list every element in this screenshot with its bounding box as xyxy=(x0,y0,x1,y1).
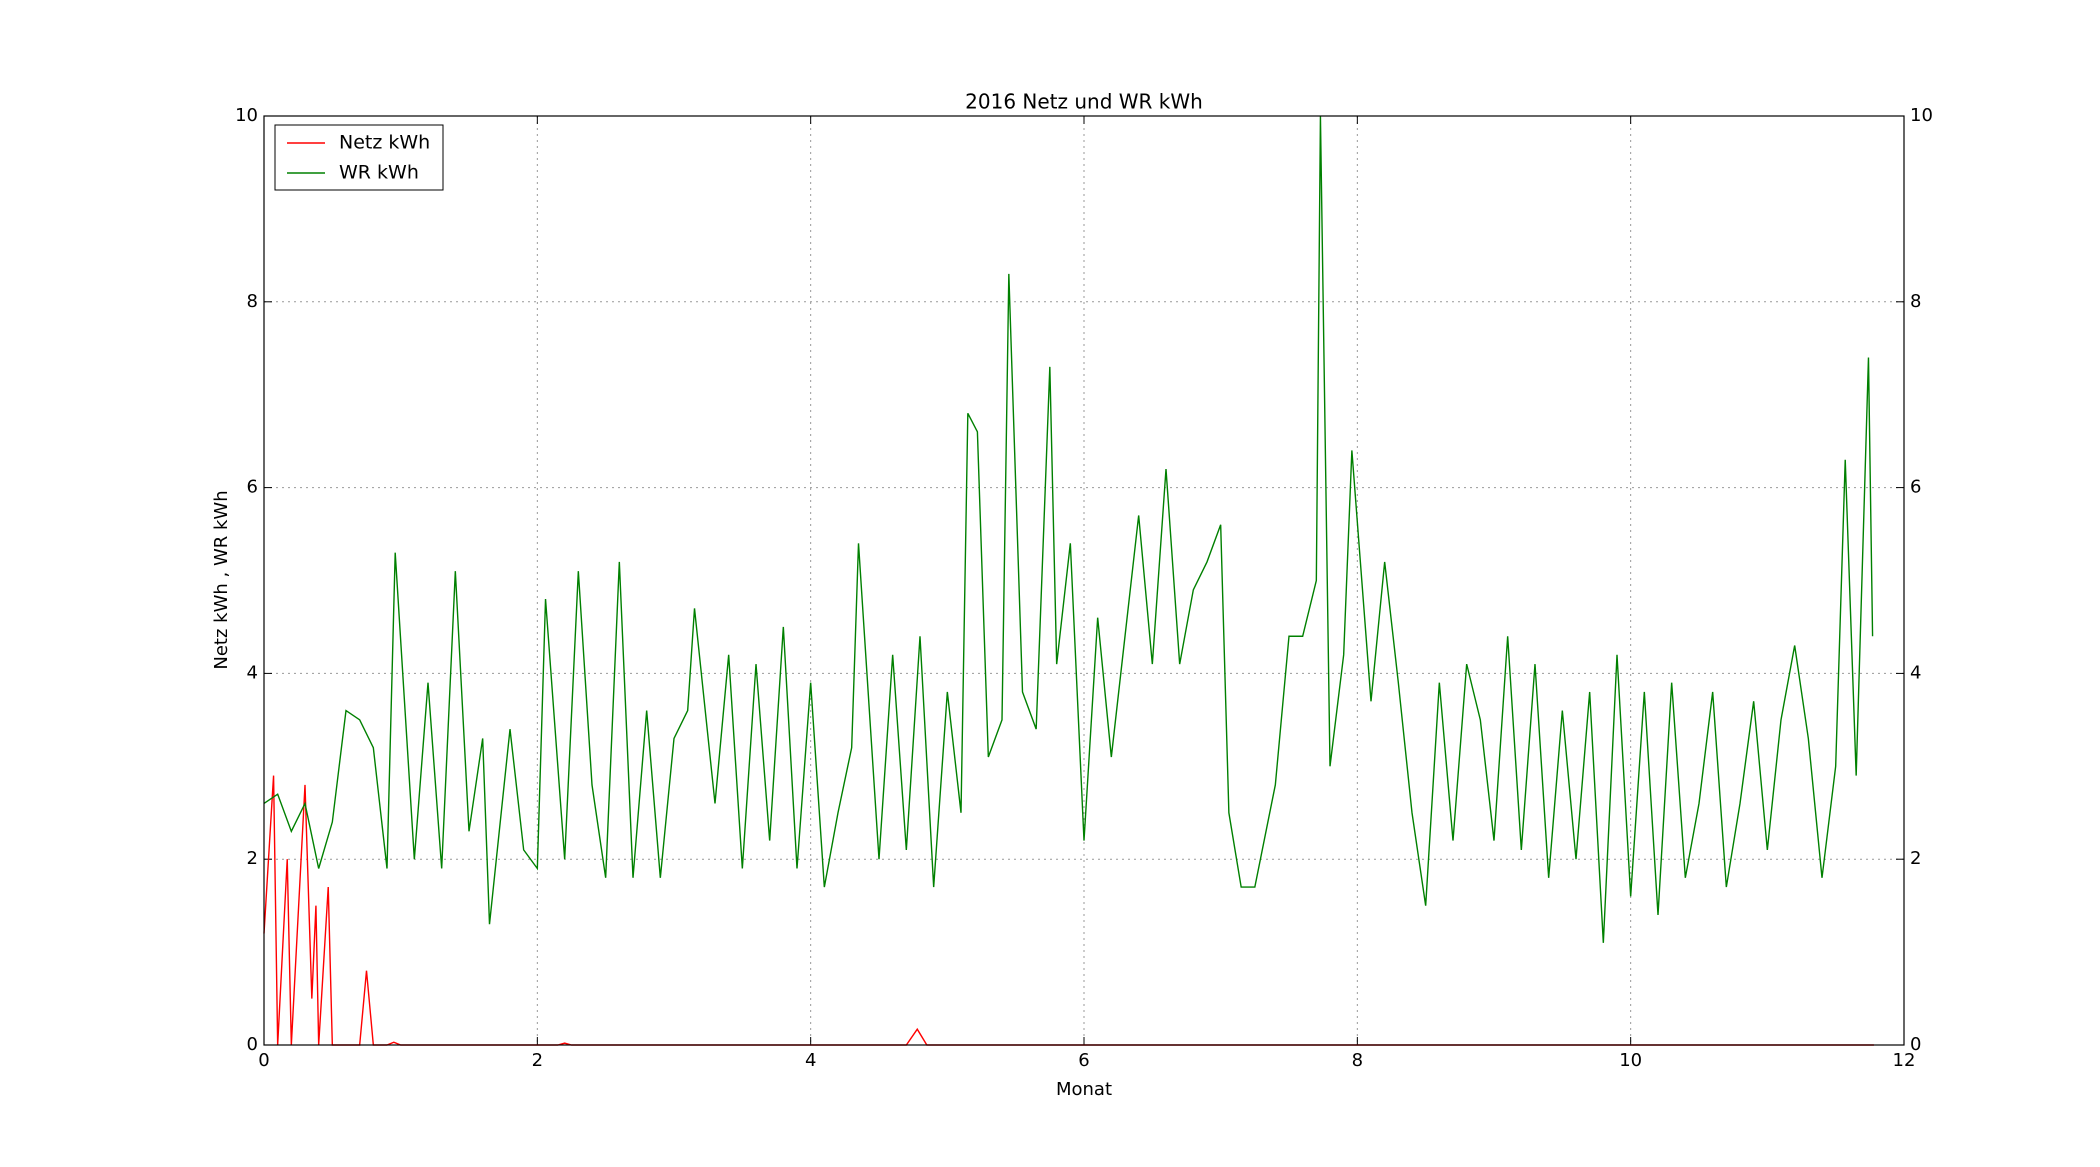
y2-tick-label: 8 xyxy=(1910,291,1921,312)
x-tick-label: 8 xyxy=(1352,1050,1363,1071)
y-tick-label: 0 xyxy=(247,1034,258,1055)
y2-tick-label: 0 xyxy=(1910,1034,1921,1055)
data-line xyxy=(263,115,1874,943)
y2-tick-label: 10 xyxy=(1910,105,1933,126)
y2-tick-label: 2 xyxy=(1910,848,1921,869)
x-tick-label: 12 xyxy=(1893,1050,1916,1071)
y-tick-label: 8 xyxy=(247,291,258,312)
chart-title: 2016 Netz und WR kWh xyxy=(965,90,1203,114)
y-tick-label: 4 xyxy=(247,662,258,683)
x-tick-label: 6 xyxy=(1078,1050,1089,1071)
x-tick-label: 4 xyxy=(805,1050,816,1071)
y2-tick-label: 6 xyxy=(1910,477,1921,498)
x-axis-label: Monat xyxy=(1056,1079,1112,1100)
y-axis-label: Netz kWh , WR kWh xyxy=(211,490,232,669)
x-tick-label: 2 xyxy=(532,1050,543,1071)
x-tick-label: 0 xyxy=(258,1050,269,1071)
data-line xyxy=(263,775,1874,1046)
y-tick-label: 6 xyxy=(247,477,258,498)
y-tick-label: 2 xyxy=(247,848,258,869)
plot-frame xyxy=(263,115,1905,1046)
legend-label: WR kWh xyxy=(339,162,419,184)
legend-box xyxy=(274,124,444,191)
y-tick-label: 10 xyxy=(235,105,258,126)
y2-tick-label: 4 xyxy=(1910,662,1921,683)
x-tick-label: 10 xyxy=(1619,1050,1642,1071)
legend-label: Netz kWh xyxy=(339,132,430,154)
